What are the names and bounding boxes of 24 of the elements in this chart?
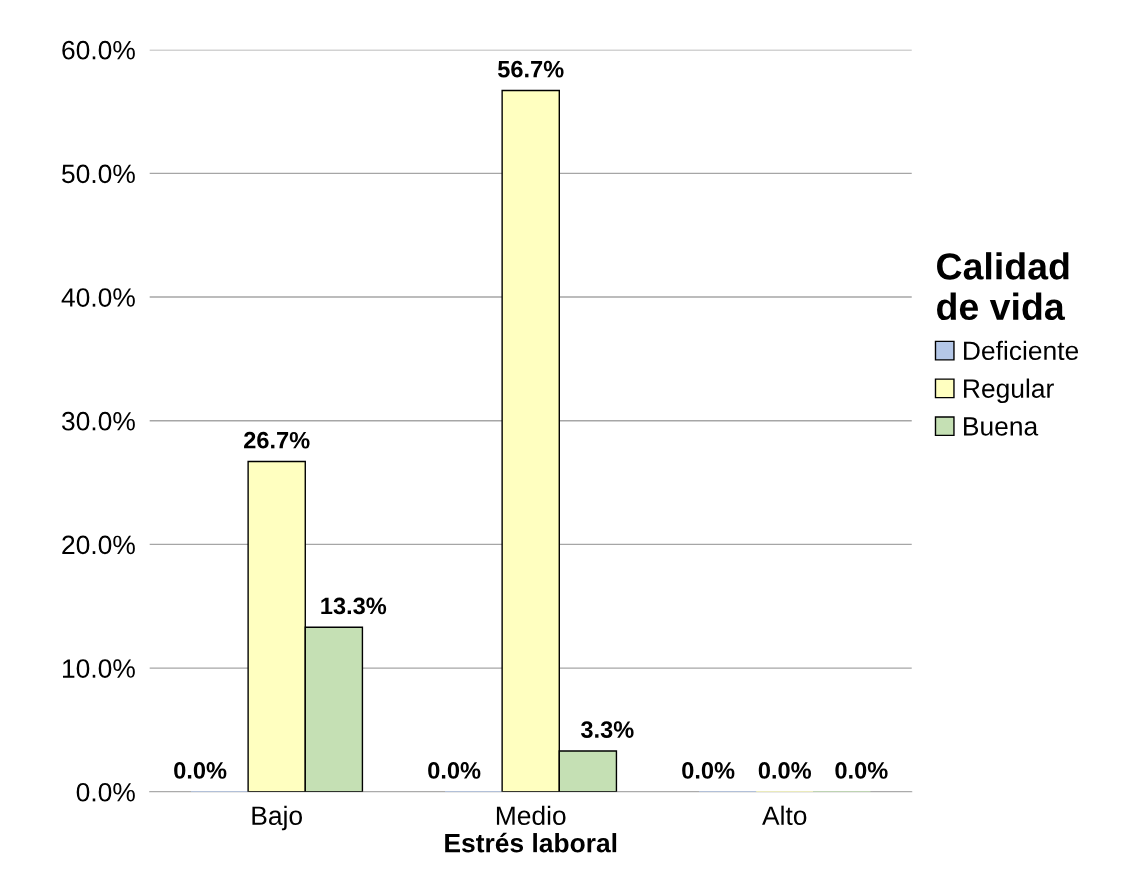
legend-label: Regular [964, 378, 1054, 404]
data-label: 56.7% [497, 60, 564, 78]
data-label: 26.7% [244, 431, 310, 449]
x-axis-title: Estrés laboral [445, 832, 617, 853]
legend-label: Buena [964, 417, 1039, 436]
x-tick-label: Medio [496, 805, 566, 826]
data-label: 0.0% [428, 762, 481, 779]
x-tick-label: Bajo [252, 805, 302, 831]
y-tick-label: 20.0% [62, 535, 135, 555]
data-label: 0.0% [682, 762, 735, 779]
legend-label: Deficiente [964, 340, 1079, 361]
data-label: 13.3% [321, 597, 387, 615]
y-tick-label: 10.0% [62, 659, 135, 678]
legend-title: Calidad de vida [937, 252, 1069, 321]
data-label: 0.0% [835, 762, 888, 779]
x-tick-label: Alto [762, 805, 807, 826]
y-tick-label: 30.0% [61, 411, 135, 431]
data-label: 3.3% [580, 721, 634, 738]
y-tick-label: 60.0% [62, 40, 135, 60]
data-label: 0.0% [174, 762, 227, 779]
y-tick-label: 50.0% [62, 164, 135, 184]
y-tick-label: 0.0% [76, 782, 135, 802]
data-label: 0.0% [758, 762, 812, 779]
y-tick-label: 40.0% [61, 288, 135, 307]
